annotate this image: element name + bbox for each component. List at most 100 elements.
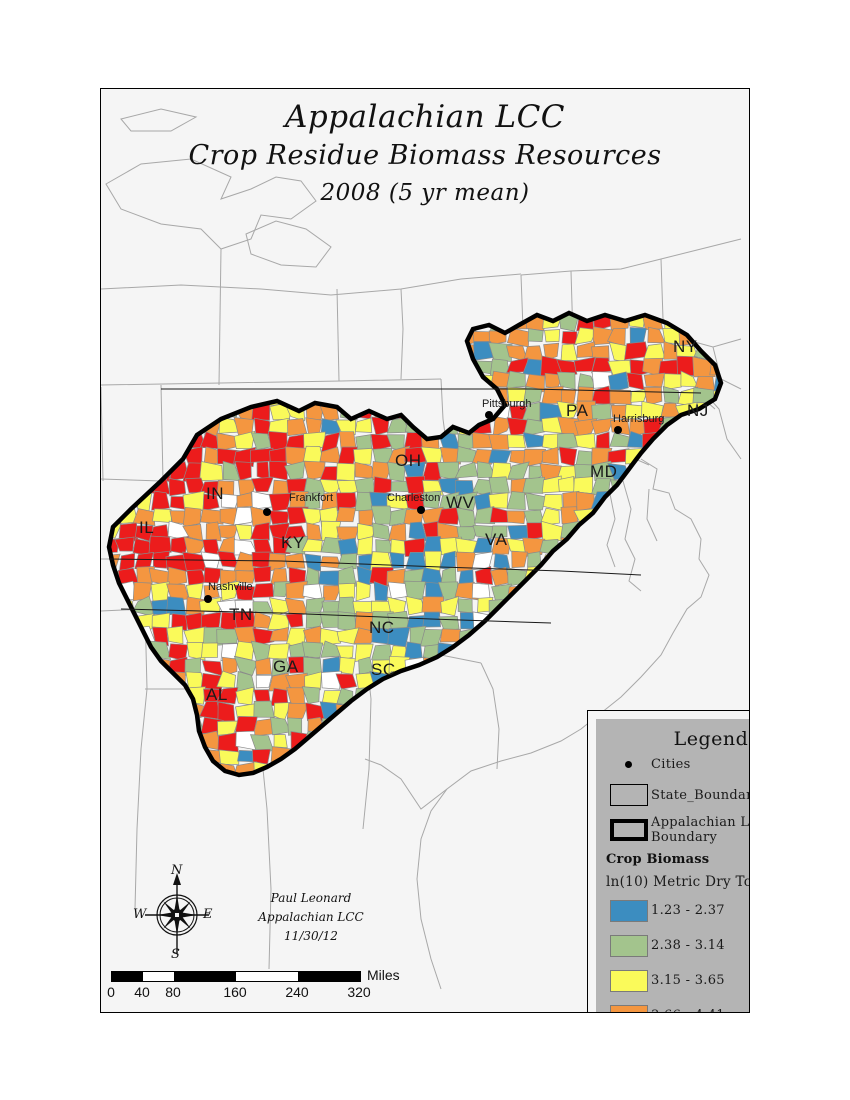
lcc-boundary-outline — [106, 310, 724, 778]
county-polygon — [267, 431, 288, 451]
county-polygon — [304, 491, 321, 511]
state-label-md: MD — [590, 462, 618, 481]
county-polygon — [201, 642, 219, 659]
county-polygon — [217, 732, 239, 753]
county-polygon — [471, 582, 491, 600]
county-polygon — [301, 686, 320, 704]
county-polygon — [543, 342, 560, 361]
county-polygon — [251, 582, 274, 598]
scale-bar-segment-4 — [298, 972, 360, 981]
county-polygon — [544, 329, 561, 343]
county-polygon — [335, 507, 357, 523]
county-polygon — [284, 460, 306, 481]
county-polygon — [318, 570, 340, 586]
county-polygon — [390, 480, 410, 493]
city-dot-icon — [606, 760, 651, 768]
county-polygon — [511, 550, 528, 568]
city-dot-nashville — [204, 595, 212, 603]
credits-author: Paul Leonard — [270, 891, 352, 905]
city-label-harrisburg: Harrisburg — [613, 413, 665, 425]
legend-state-boundary-label: State_Boundary — [651, 787, 750, 803]
county-polygon — [234, 461, 252, 481]
county-polygon — [335, 673, 358, 690]
county-polygon — [182, 506, 202, 528]
legend-class-list: 1.23 - 2.37 2.38 - 3.14 3.15 - 3.65 3.66 - … — [596, 893, 749, 1012]
county-polygon — [609, 389, 632, 405]
county-polygon — [507, 524, 530, 540]
state-label-ga: GA — [273, 657, 299, 676]
county-polygon — [336, 645, 354, 661]
legend-class-row-1: 2.38 - 3.14 — [606, 928, 749, 963]
county-polygon — [336, 462, 356, 482]
credits-block: Paul Leonard Appalachian LCC 11/30/12 — [231, 889, 391, 946]
county-polygon — [268, 510, 290, 525]
state-label-in: IN — [206, 484, 224, 503]
state-boundaries-overlay — [108, 388, 702, 624]
county-polygon — [114, 536, 135, 552]
state-label-tn: TN — [229, 605, 253, 624]
lcc-boundary-swatch-icon — [606, 819, 651, 841]
county-polygon — [488, 476, 510, 494]
county-polygon — [490, 525, 508, 539]
north-arrow-e-label: E — [203, 907, 213, 922]
county-polygon — [235, 570, 257, 584]
county-polygon — [199, 461, 224, 482]
county-polygon — [490, 537, 512, 555]
county-polygon — [233, 655, 258, 676]
county-polygon — [202, 493, 220, 512]
county-polygon — [440, 595, 460, 617]
north-arrow: N S E W — [133, 863, 215, 963]
county-polygon — [352, 601, 373, 614]
county-polygon — [286, 506, 309, 525]
county-polygon — [474, 506, 496, 525]
county-polygon — [456, 526, 479, 542]
county-polygon — [356, 536, 374, 556]
map-graphic — [101, 89, 749, 1012]
county-polygon — [200, 611, 222, 629]
city-dot-harrisburg — [614, 426, 622, 434]
state-label-va: VA — [485, 530, 508, 549]
legend-item-cities: Cities — [606, 750, 749, 778]
county-polygon — [541, 446, 559, 465]
county-polygon — [560, 506, 579, 525]
scale-bar-units: Miles — [367, 967, 400, 983]
county-polygon — [488, 492, 509, 509]
city-label-pittsburgh: Pittsburgh — [482, 398, 532, 410]
county-polygon — [541, 433, 561, 451]
state-label-pa: PA — [566, 401, 589, 420]
county-polygon — [216, 628, 239, 645]
county-polygon — [301, 641, 324, 659]
county-polygon — [252, 566, 272, 583]
legend-class-label-0: 1.23 - 2.37 — [651, 903, 725, 918]
county-polygon — [643, 372, 666, 388]
county-polygon — [151, 490, 171, 511]
state-label-al: AL — [206, 685, 228, 704]
state-label-nc: NC — [369, 618, 395, 637]
county-polygon — [439, 447, 461, 465]
county-polygon — [373, 581, 389, 602]
county-polygon — [506, 491, 526, 510]
county-polygon — [507, 434, 526, 449]
county-polygon — [556, 371, 576, 390]
county-polygon — [167, 566, 188, 587]
county-polygon — [166, 625, 184, 645]
county-polygon — [323, 585, 342, 601]
county-polygon — [255, 674, 273, 689]
county-polygon — [302, 507, 323, 527]
legend-class-label-1: 2.38 - 3.14 — [651, 938, 725, 953]
scale-bar-segment-2 — [174, 972, 236, 981]
north-arrow-s-label: S — [171, 947, 180, 962]
legend-class-label-3: 3.66 - 4.41 — [651, 1008, 725, 1012]
scale-tick-0: 0 — [107, 984, 115, 1000]
county-polygon — [306, 522, 322, 542]
city-dot-frankfort — [263, 508, 271, 516]
credits-date: 11/30/12 — [284, 929, 338, 943]
scale-tick-240: 240 — [285, 984, 309, 1000]
county-polygon — [439, 628, 462, 643]
county-polygon — [285, 580, 309, 599]
county-polygon — [404, 641, 423, 660]
county-polygon — [272, 536, 291, 555]
county-polygon — [252, 627, 275, 646]
county-polygon — [234, 716, 258, 733]
county-polygon — [574, 433, 596, 450]
